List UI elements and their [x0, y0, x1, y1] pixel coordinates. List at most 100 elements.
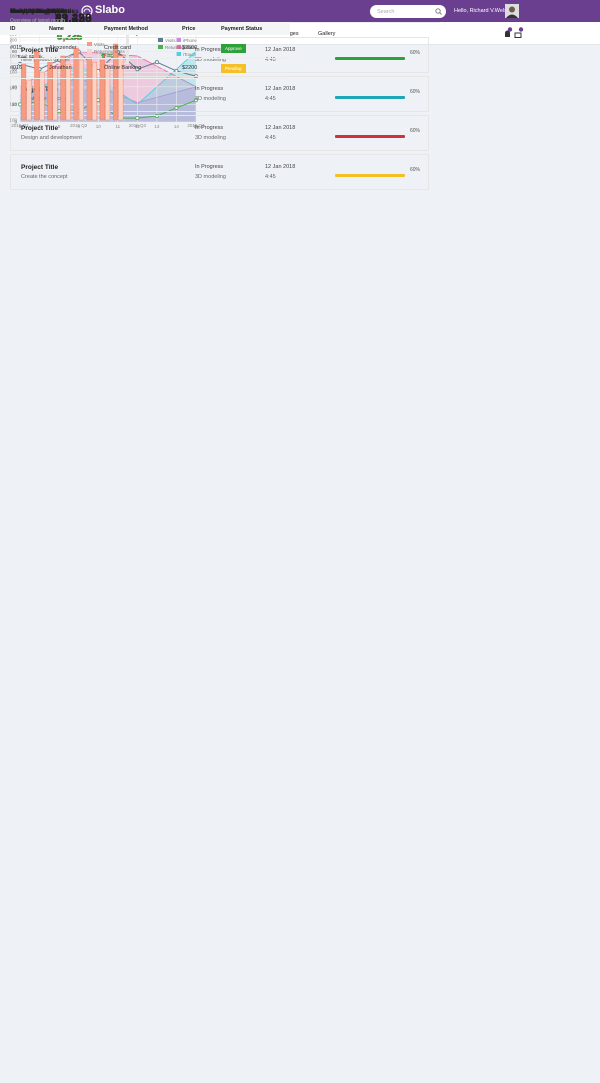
project-title: Project Title	[21, 125, 59, 132]
stat-value: 29,423	[55, 11, 92, 25]
table-cell: $2200	[182, 65, 198, 71]
avatar[interactable]	[505, 4, 519, 18]
x-tick-label: 2015 Q2	[70, 123, 88, 128]
bar	[60, 55, 66, 121]
legend-swatch	[87, 42, 92, 46]
nav-icons	[505, 27, 524, 38]
card-title: Monthly clicks	[10, 8, 55, 15]
bar	[91, 62, 98, 121]
bar	[39, 71, 45, 121]
legend-label: Visits	[165, 38, 176, 43]
date: 12 Jan 2018	[265, 125, 296, 131]
bar	[86, 57, 92, 121]
bar	[78, 59, 84, 121]
progress-bar	[335, 135, 405, 138]
card-title: Monthly impressions	[10, 8, 76, 15]
y-tick-label: 0	[14, 120, 17, 125]
time: 4:45	[265, 57, 276, 63]
table-cell: Online Banking	[104, 65, 142, 71]
point	[135, 67, 140, 72]
x-tick-label: 2015 Q4	[187, 123, 205, 128]
point	[154, 60, 159, 65]
task: 3D modeling	[195, 174, 226, 180]
status-badge[interactable]: Pending	[221, 64, 246, 73]
card-title: Yearly Sales Statistics	[10, 8, 79, 15]
project-title: Project Title	[21, 47, 59, 54]
metric-total: Total: 32,30k	[17, 54, 43, 59]
point	[174, 105, 179, 110]
y-tick-label: 200	[9, 38, 17, 43]
table-cell: #015	[10, 45, 23, 51]
status: In Progress	[195, 47, 224, 53]
y-tick-label: 50	[12, 102, 18, 107]
bar	[65, 63, 71, 121]
x-tick-label: 9	[77, 124, 80, 129]
date: 12 Jan 2018	[265, 86, 296, 92]
table-cell: Credit card	[104, 45, 131, 51]
search-placeholder: Search	[377, 8, 395, 15]
search-box[interactable]: Search	[370, 5, 446, 18]
legend-label: iPhone	[183, 38, 198, 43]
logo[interactable]: Slabo	[95, 4, 125, 16]
legend-swatch	[87, 49, 92, 53]
stat-value: 62,236	[55, 11, 92, 25]
status: In Progress	[195, 86, 224, 92]
bar	[105, 65, 111, 121]
greeting[interactable]: Hello, Richard V.Welsh	[454, 8, 510, 14]
table-cell: #016	[10, 65, 23, 71]
x-tick-label: 10	[96, 124, 102, 129]
progress-bar	[335, 57, 405, 60]
bar	[73, 47, 79, 121]
progress-label: 60%	[410, 128, 421, 134]
legend-swatch	[158, 38, 163, 42]
y-tick-label: 80	[12, 49, 18, 54]
progress-label: 60%	[410, 50, 421, 56]
bar	[47, 62, 53, 121]
nav-item[interactable]: Pages	[283, 31, 299, 37]
progress-label: 60%	[410, 167, 421, 173]
y-tick-label: 60	[12, 67, 18, 72]
legend-label: Returning visits	[94, 49, 126, 54]
legend-label: Returning visits	[165, 45, 197, 50]
bar	[21, 63, 27, 121]
card-title: Current Progress	[10, 8, 64, 15]
date: 12 Jan 2018	[265, 47, 296, 53]
point	[135, 116, 140, 121]
y-tick-label: 140	[9, 86, 17, 91]
date: 12 Jan 2018	[265, 164, 296, 170]
legend-label: Visits	[94, 42, 105, 47]
progress-bar	[335, 174, 405, 177]
card-title: Revenue	[10, 8, 38, 15]
arrow	[101, 53, 106, 58]
y-tick-label: 20	[12, 102, 18, 107]
stat-value: 41,456	[55, 11, 92, 25]
time: 4:45	[265, 135, 276, 141]
column-header: Name	[49, 26, 64, 32]
x-tick-label: 12	[135, 124, 141, 129]
x-tick-label: 14	[174, 124, 180, 129]
table-cell: Jonathan	[49, 65, 72, 71]
metric-total: Total: 51,53k	[17, 54, 43, 59]
arrow-icon	[101, 53, 106, 58]
y-tick-label: 40	[12, 84, 18, 89]
y-tick-label: 160	[9, 70, 17, 75]
progress-bar	[335, 96, 405, 99]
progress-row: Project Title New product design In Progre…	[10, 37, 429, 73]
revenue-card: Revenue 100 120 140 160 180 200 Visits Returning…	[0, 8, 138, 983]
project-subtitle: New product design	[21, 57, 70, 63]
progress-label: 60%	[410, 89, 421, 95]
time: 4:45	[265, 96, 276, 102]
y-tick-label: 120	[9, 102, 17, 107]
nav-item[interactable]: Gallery	[318, 31, 336, 37]
bar	[118, 55, 124, 121]
task: 3D modeling	[195, 135, 226, 141]
project-subtitle: Design and development	[21, 135, 82, 141]
status-badge[interactable]: Approve	[221, 44, 246, 53]
y-tick-label: 200	[9, 49, 17, 54]
time: 4:45	[265, 174, 276, 180]
legend-swatch	[176, 45, 181, 49]
y-tick-label: 0	[14, 120, 17, 125]
